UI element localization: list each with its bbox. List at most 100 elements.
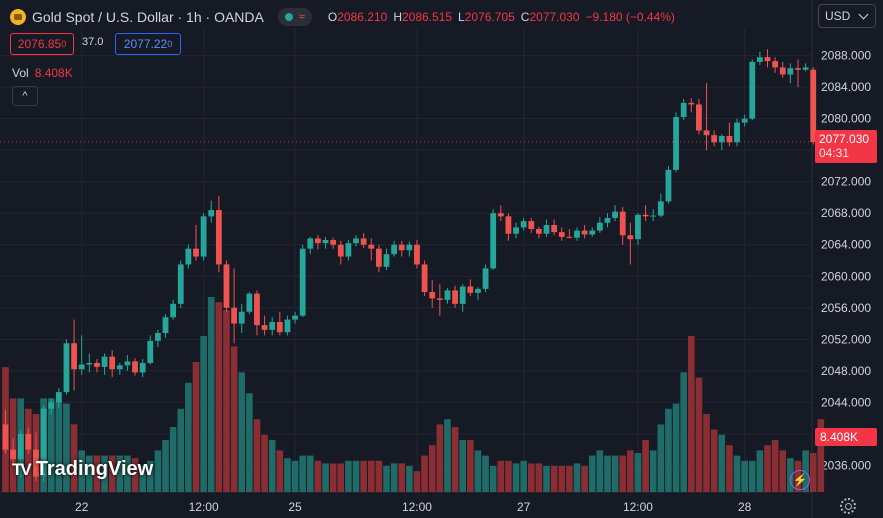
buy-price: 2077.22	[123, 37, 168, 51]
y-tick-label: 2088.000	[821, 49, 871, 63]
volume-bar	[581, 466, 588, 492]
candle-body	[17, 433, 24, 460]
volume-bar	[764, 445, 771, 492]
volume-bar	[497, 460, 505, 492]
symbol-title[interactable]: Gold Spot / U.S. Dollar · 1h · OANDA	[32, 9, 264, 25]
volume-bar	[101, 455, 108, 492]
candle-body	[246, 293, 253, 312]
lightning-icon[interactable]: ⚡	[790, 470, 810, 490]
volume-bar	[268, 440, 276, 492]
candle-body	[772, 61, 779, 68]
volume-bar	[688, 336, 695, 492]
volume-bar	[200, 336, 207, 492]
candle-body	[86, 362, 93, 365]
volume-bar	[634, 453, 642, 492]
gear-icon[interactable]	[840, 498, 856, 514]
volume-bar	[566, 466, 573, 492]
candle-body	[627, 235, 634, 240]
volume-legend[interactable]: Vol 8.408K	[12, 66, 73, 80]
volume-bar	[543, 466, 550, 492]
volume-bar	[360, 460, 367, 492]
volume-bar	[611, 455, 619, 492]
x-tick-label: 12:00	[623, 500, 653, 514]
volume-bar	[261, 434, 268, 492]
volume-bar	[489, 466, 497, 492]
volume-bar	[146, 460, 154, 492]
y-tick-label: 2072.000	[821, 175, 871, 189]
candle-body	[414, 244, 420, 265]
volume-bar	[444, 419, 451, 492]
candle-body	[482, 268, 489, 289]
volume-bar	[505, 460, 512, 492]
volume-bar	[299, 455, 306, 492]
collapse-legend-button[interactable]: ^	[12, 86, 38, 106]
candle-body	[63, 343, 70, 393]
volume-bar	[398, 463, 406, 492]
candle-body	[322, 240, 329, 244]
volume-bar	[367, 460, 375, 492]
candle-body	[749, 61, 756, 119]
volume-bar	[535, 463, 543, 492]
candle-body	[124, 361, 131, 366]
candle-body	[726, 135, 733, 143]
candle-body	[55, 392, 62, 403]
volume-bar	[550, 466, 558, 492]
sell-button[interactable]: 2076.85 0	[10, 33, 74, 55]
volume-bar	[322, 463, 329, 492]
volume-bar	[695, 377, 703, 492]
candle-body	[299, 248, 306, 316]
candle-body	[650, 215, 657, 217]
market-status-pill[interactable]: ≈	[277, 8, 312, 26]
currency-dropdown[interactable]: USD	[818, 4, 876, 28]
buy-button[interactable]: 2077.22 0	[115, 33, 181, 55]
y-tick-label: 2036.000	[821, 458, 871, 472]
volume-bar	[291, 460, 299, 492]
volume-bar	[604, 455, 611, 492]
candle-body	[368, 244, 375, 249]
market-open-icon	[284, 13, 293, 21]
tradingview-logo[interactable]: TV TradingView	[12, 458, 153, 481]
x-tick-label: 25	[288, 500, 302, 514]
candle-body	[330, 240, 337, 245]
volume-bar	[779, 450, 787, 492]
volume-bar	[154, 450, 162, 492]
volume-bar	[307, 455, 314, 492]
volume-bar	[527, 463, 535, 492]
volume-bar	[649, 450, 657, 492]
chevron-down-icon	[858, 9, 869, 19]
volume-bar	[169, 427, 177, 492]
candle-body	[155, 333, 161, 341]
candle-body	[436, 298, 443, 300]
candle-body	[497, 213, 504, 217]
low-key: L	[458, 10, 465, 24]
volume-bar	[337, 463, 345, 492]
close-key: C	[520, 10, 530, 24]
volume-bar	[703, 414, 710, 492]
volume-bar	[413, 471, 421, 492]
y-tick-label: 2080.000	[821, 112, 871, 126]
candle-body	[269, 321, 276, 330]
volume-bar	[748, 460, 756, 492]
candle-body	[718, 135, 725, 143]
candle-body	[185, 248, 192, 265]
candle-body	[665, 169, 672, 202]
volume-bar	[512, 463, 520, 492]
volume-bar	[467, 440, 474, 492]
candle-body	[193, 248, 199, 257]
volume-bar	[215, 302, 223, 492]
volume-value: 8.408K	[34, 66, 73, 80]
y-tick-label: 2064.000	[821, 238, 871, 252]
volume-bar	[162, 440, 169, 492]
candle-body	[147, 340, 154, 363]
candle-body	[520, 221, 527, 228]
candle-body	[375, 248, 382, 267]
candle-body	[589, 230, 596, 235]
volume-bar	[756, 450, 764, 492]
volume-bar	[192, 362, 200, 492]
candle-body	[764, 57, 771, 62]
candle-body	[513, 227, 519, 234]
volume-bar	[733, 455, 741, 492]
volume-bar	[223, 310, 230, 492]
volume-bar	[352, 460, 360, 492]
